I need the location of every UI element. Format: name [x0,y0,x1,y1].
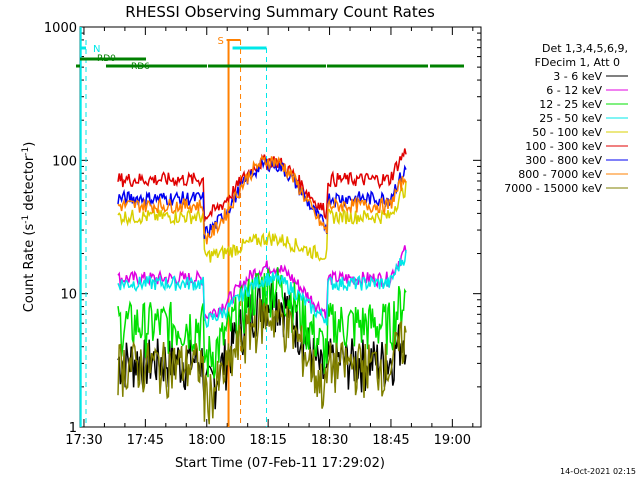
series-lines [117,148,407,425]
timestamp-label: 14-Oct-2021 02:15 [560,467,636,476]
x-tick-label: 18:30 [311,433,348,448]
series-line [117,181,407,263]
legend-entry-label: 12 - 25 keV [539,98,602,111]
legend-entry-label: 6 - 12 keV [546,84,602,97]
s-flag-label: S [218,36,224,47]
x-tick-label: 18:00 [188,433,225,448]
y-axis-label-end: ) [22,142,37,147]
legend-header-line: FDecim 1, Att 0 [535,56,620,69]
rd6-label: RD6 [131,62,150,72]
x-tick-label: 18:15 [249,433,286,448]
x-tick-labels: 17:30 17:45 18:00 18:15 18:30 18:45 19:00 [65,433,471,448]
x-tick-label: 17:45 [127,433,164,448]
x-tick-label: 17:30 [65,433,102,448]
y-tick-label: 10 [60,288,77,303]
chart-title: RHESSI Observing Summary Count Rates [125,3,435,21]
series-line [117,157,407,239]
series-line [117,297,407,425]
legend-entry-label: 800 - 7000 keV [518,168,602,181]
y-tick-labels: 1 10 100 1000 [44,21,77,436]
legend-entry-label: 25 - 50 keV [539,112,602,125]
y-tick-label: 100 [52,154,77,169]
x-axis-label: Start Time (07-Feb-11 17:29:02) [175,456,385,471]
y-axis-label-mid: detector [22,155,37,215]
y-axis-label: Count Rate (s-1 detector-1) [21,142,37,313]
series-line [117,245,407,321]
series-line [117,155,407,245]
y-axis-label-main: Count Rate (s [22,224,37,313]
x-tick-label: 19:00 [434,433,471,448]
flag-annotations: NSRD0RD6 [76,27,464,427]
legend-header-line: Det 1,3,4,5,6,9, [542,42,628,55]
series-line [117,267,407,379]
series-line [117,249,407,329]
series-line [117,282,407,410]
x-tick-label: 18:45 [372,433,409,448]
n-flag-label: N [93,44,100,55]
y-axis-label-sup2: -1 [21,147,31,156]
y-axis-label-sup1: -1 [21,215,31,224]
legend-entry-label: 50 - 100 keV [532,126,602,139]
y-tick-label: 1 [69,421,77,436]
legend-entry-label: 300 - 800 keV [525,154,602,167]
legend-entry-label: 7000 - 15000 keV [504,182,602,195]
y-tick-label: 1000 [44,21,77,36]
legend: Det 1,3,4,5,6,9,FDecim 1, Att 03 - 6 keV… [504,42,628,195]
legend-entry-label: 3 - 6 keV [553,70,602,83]
legend-entry-label: 100 - 300 keV [525,140,602,153]
